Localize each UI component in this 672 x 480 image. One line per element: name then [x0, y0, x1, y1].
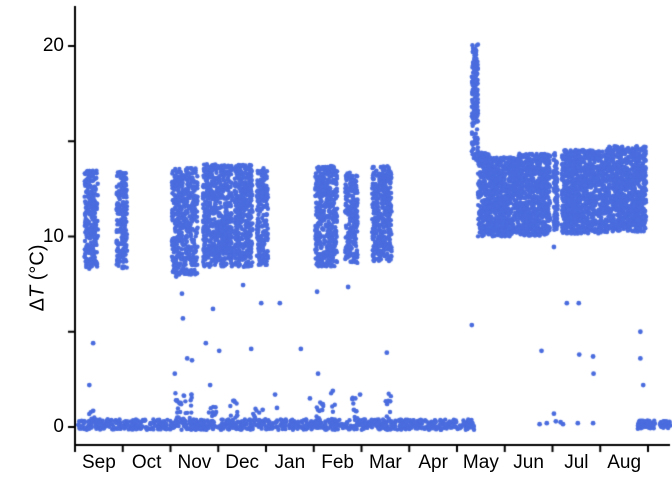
y-tick-label-10: 10 — [42, 225, 64, 247]
x-tick-label-aug: Aug — [607, 452, 642, 473]
x-tick-label-oct: Oct — [131, 452, 162, 473]
y-axis-label-unit: (°C) — [26, 244, 49, 286]
y-tick-label-20: 20 — [42, 35, 64, 56]
y-axis-label-delta: Δ — [26, 298, 49, 312]
y-axis-label: ΔT (°C) — [26, 245, 49, 312]
x-tick-label-may: May — [462, 452, 499, 473]
x-tick-label-feb: Feb — [321, 452, 354, 473]
y-tick-label-0: 0 — [53, 416, 64, 437]
x-tick-label-sep: Sep — [81, 452, 116, 473]
x-tick-label-dec: Dec — [225, 452, 260, 473]
y-axis-label-symbol: T — [26, 285, 49, 299]
x-tick-label-jun: Jun — [513, 452, 544, 473]
x-tick-label-jul: Jul — [564, 452, 589, 473]
x-tick-label-jan: Jan — [274, 452, 306, 473]
x-tick-label-mar: Mar — [369, 452, 402, 473]
x-tick-label-nov: Nov — [177, 452, 212, 473]
x-tick-label-apr: Apr — [418, 452, 448, 473]
